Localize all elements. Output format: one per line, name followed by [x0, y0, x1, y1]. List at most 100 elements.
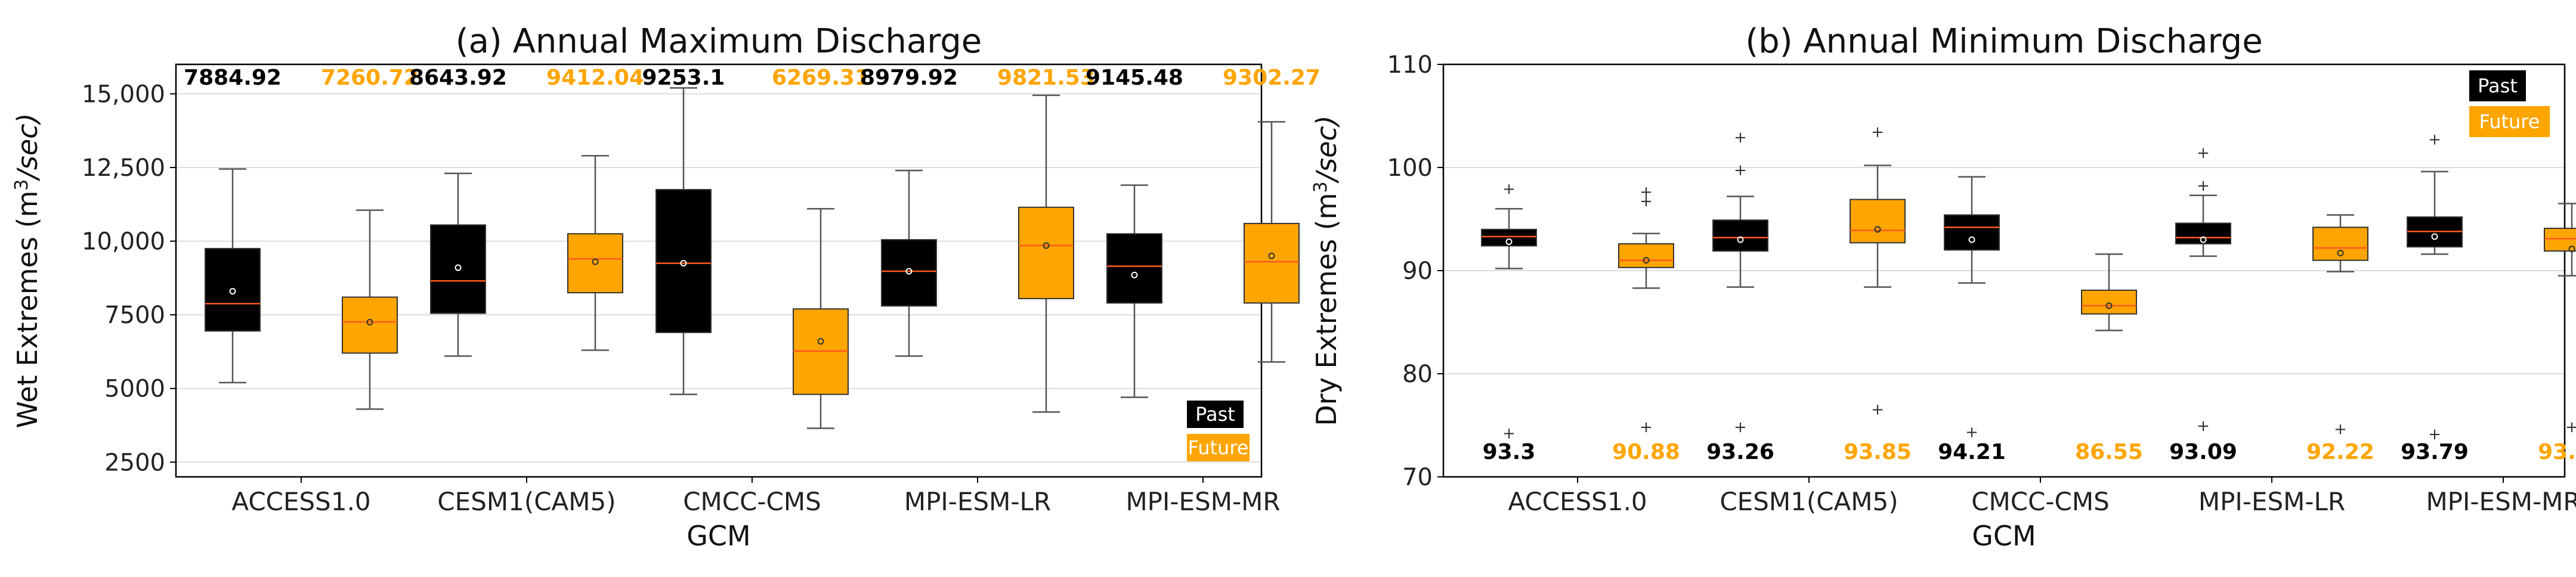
x-tick-label: CESM1(CAM5)	[437, 487, 616, 516]
y-axis-label-sup: 3	[11, 179, 32, 191]
outlier-marker: +	[1734, 129, 1747, 147]
mean-marker	[1505, 238, 1513, 246]
past-value-label: 9145.48	[1086, 66, 1183, 90]
past-value-label: 8979.92	[860, 66, 958, 90]
box-iqr	[2544, 228, 2576, 252]
legend-label-future: Future	[2479, 110, 2540, 133]
outlier-marker: +	[2197, 177, 2210, 195]
y-axis-label-tail: /sec)	[11, 113, 44, 182]
past-box-2	[655, 87, 712, 395]
box-iqr	[1481, 228, 1537, 247]
outlier-marker: +	[1734, 418, 1747, 436]
outlier-marker: +	[2197, 417, 2210, 435]
x-tick-label: MPI-ESM-MR	[1125, 487, 1280, 516]
x-axis-label: GCM	[686, 520, 750, 552]
future-value-label: 6269.31	[772, 66, 870, 90]
box-iqr	[1712, 219, 1768, 252]
mean-marker	[366, 319, 373, 325]
future-box-2	[793, 207, 849, 429]
y-axis-label: Dry Extremes (m3/sec)	[1310, 115, 1343, 426]
x-tick-label: MPI-ESM-MR	[2426, 487, 2576, 516]
x-tick-label: MPI-ESM-LR	[2198, 487, 2345, 516]
outlier-marker: +	[1871, 123, 1884, 141]
x-tick-label: MPI-ESM-LR	[904, 487, 1051, 516]
panel-b: 70 80 90 100 110 (b) Annual Minimum Discharge…	[1310, 22, 2576, 552]
y-tick-label: 10,000	[82, 228, 165, 256]
future-box-3	[1018, 94, 1074, 413]
future-box-4: +	[2544, 203, 2576, 436]
y-axis-label-main: Dry Extremes (m	[1310, 193, 1343, 426]
mean-marker	[1968, 236, 1975, 243]
outlier-marker: +	[1734, 162, 1747, 179]
future-value-label: 9302.27	[1223, 66, 1321, 90]
mean-marker	[680, 260, 687, 267]
mean-marker	[1874, 226, 1881, 233]
outlier-marker: +	[1965, 424, 1978, 442]
y-axis-label-sup: 3	[1310, 181, 1331, 193]
y-tick-label: 70	[1402, 464, 1433, 491]
legend: Past Future	[1187, 401, 1250, 461]
x-tick-label: CMCC-CMS	[1971, 487, 2110, 516]
x-tick-label: ACCESS1.0	[231, 487, 370, 516]
mean-marker	[2431, 233, 2438, 240]
y-tick-label: 7500	[104, 302, 165, 329]
box-iqr	[881, 239, 937, 307]
future-value-label: 86.55	[2075, 440, 2143, 464]
future-box-3: +	[2312, 214, 2368, 438]
box-iqr	[1850, 198, 1906, 244]
box-iqr	[1618, 243, 1674, 268]
future-value-label: 93.85	[1844, 440, 1912, 464]
future-value-label: 90.88	[1612, 440, 1680, 464]
box-iqr	[1106, 233, 1162, 304]
outlier-marker: +	[1502, 180, 1516, 198]
y-tick-label: 2500	[104, 449, 165, 476]
legend-label-past: Past	[1195, 403, 1235, 426]
x-axis-label: GCM	[1972, 520, 2036, 552]
past-box-1: + + +	[1712, 129, 1768, 436]
past-box-2: +	[1944, 176, 2000, 442]
box-iqr	[567, 233, 623, 294]
panel-a: 2500 5000 7500 10,000 12,500 15,000 (a) Annual…	[11, 22, 1321, 552]
x-tick-label: ACCESS1.0	[1508, 487, 1647, 516]
legend-swatch-past	[1187, 401, 1244, 428]
chart-title: (a) Annual Maximum Discharge	[456, 22, 982, 61]
outlier-marker: +	[1640, 184, 1653, 201]
plot-frame	[175, 63, 1263, 478]
y-tick-label: 80	[1402, 361, 1433, 388]
future-box-4	[1244, 121, 1300, 363]
future-value-label: 9412.04	[546, 66, 644, 90]
y-axis-label: Wet Extremes (m3/sec)	[11, 113, 44, 429]
past-box-4	[1106, 184, 1162, 398]
box-iqr	[2312, 227, 2368, 261]
y-tick-label: 90	[1402, 258, 1433, 285]
past-box-4: ++	[2407, 131, 2463, 443]
legend-label-future: Future	[1188, 436, 1249, 459]
mean-marker	[1643, 257, 1650, 264]
outlier-marker: +	[2197, 144, 2210, 162]
mean-marker	[817, 338, 824, 345]
mean-marker	[1131, 271, 1138, 278]
past-box-3: + + +	[2175, 144, 2231, 435]
past-box-1	[430, 172, 486, 357]
box-iqr	[1244, 222, 1300, 304]
mean-marker	[2105, 302, 2113, 309]
mean-marker	[592, 258, 599, 265]
mean-marker	[1737, 236, 1744, 243]
y-tick-label: 100	[1387, 154, 1433, 182]
legend-swatch-past	[2469, 70, 2526, 101]
mean-marker	[2200, 236, 2207, 243]
mean-marker	[454, 264, 462, 271]
outlier-marker: +	[1871, 401, 1884, 419]
past-box-3	[881, 169, 937, 357]
future-box-0: +++	[1618, 184, 1674, 436]
legend: Past Future	[2469, 70, 2550, 137]
box-iqr	[1944, 214, 2000, 251]
box-iqr	[430, 224, 486, 314]
plot-frame	[1442, 63, 2566, 478]
box-iqr	[1018, 206, 1074, 299]
past-value-label: 8643.92	[409, 66, 507, 90]
mean-marker	[1043, 242, 1050, 249]
past-value-label: 93.26	[1706, 440, 1774, 464]
y-tick-label: 15,000	[82, 80, 165, 108]
